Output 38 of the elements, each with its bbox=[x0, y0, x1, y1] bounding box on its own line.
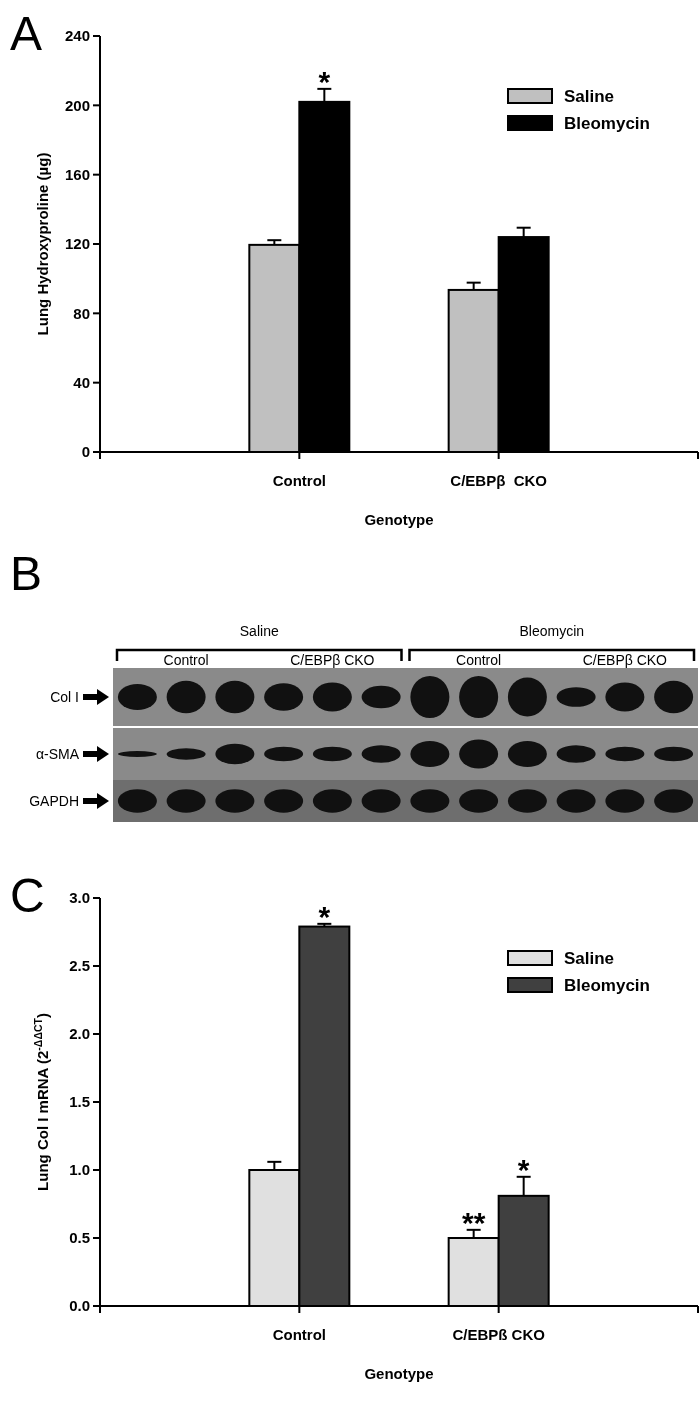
legend-label: Saline bbox=[564, 948, 615, 968]
y-tick-label: 40 bbox=[73, 373, 90, 391]
y-tick-label: 0.5 bbox=[69, 1229, 90, 1247]
y-axis-title: Lung Hydroxyproline (µg) bbox=[34, 152, 51, 336]
legend-label: Saline bbox=[564, 86, 615, 106]
annotation: ** bbox=[461, 1205, 486, 1239]
y-tick-label: 120 bbox=[64, 235, 90, 253]
y-tick-label: 1.0 bbox=[69, 1161, 90, 1179]
y-tick-label: 200 bbox=[64, 96, 90, 114]
chart-title: A bbox=[10, 7, 43, 60]
y-tick-label: 160 bbox=[64, 165, 90, 183]
y-tick-label: 1.5 bbox=[69, 1093, 90, 1111]
y-tick-label: 240 bbox=[64, 27, 90, 45]
annotation: * bbox=[517, 1152, 530, 1186]
category-label: C/EBPβ CKO bbox=[290, 651, 375, 668]
category-label: GAPDH bbox=[29, 792, 79, 809]
y-tick-label: 0 bbox=[81, 443, 90, 461]
category-label: α-SMA bbox=[35, 745, 79, 762]
y-tick-label: 3.0 bbox=[69, 889, 90, 907]
x-axis-title: Genotype bbox=[364, 511, 434, 528]
annotation: * bbox=[318, 64, 331, 98]
legend-label: Bleomycin bbox=[564, 113, 650, 133]
category-label: Col I bbox=[50, 688, 79, 705]
annotation: * bbox=[318, 899, 331, 933]
text: B bbox=[10, 547, 43, 600]
y-tick-label: 2.5 bbox=[69, 957, 90, 975]
y-tick-label: 80 bbox=[73, 304, 90, 322]
text: Saline bbox=[239, 623, 279, 639]
category-label: Control bbox=[456, 651, 502, 668]
chart-title: C bbox=[10, 869, 45, 922]
category-label: C/EBPβ CKO bbox=[582, 651, 668, 668]
y-tick-label: 2.0 bbox=[69, 1025, 90, 1043]
x-tick-label: C/EBPß CKO bbox=[452, 1326, 546, 1343]
y-tick-label: 0.0 bbox=[69, 1297, 90, 1315]
text: Bleomycin bbox=[519, 623, 585, 639]
category-label: Control bbox=[163, 651, 209, 668]
x-axis-title: Genotype bbox=[364, 1365, 434, 1382]
legend-label: Bleomycin bbox=[564, 975, 650, 995]
